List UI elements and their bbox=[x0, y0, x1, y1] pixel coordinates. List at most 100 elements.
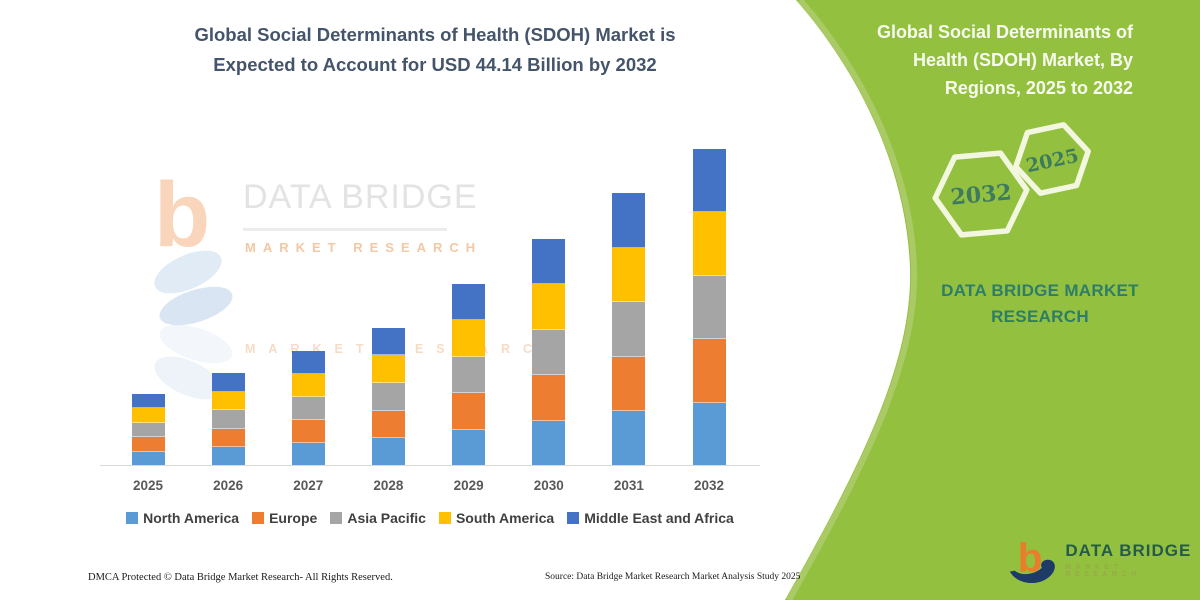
legend-label: Europe bbox=[269, 510, 318, 526]
segment-asia-pacific bbox=[692, 275, 726, 340]
hexagon-2025-label: 2025 bbox=[1024, 145, 1080, 178]
watermark-subtitle-text: MARKET RESEARCH bbox=[245, 240, 483, 255]
x-label-2029: 2029 bbox=[453, 478, 484, 493]
legend-item: Middle East and Africa bbox=[567, 510, 734, 526]
segment-south-america bbox=[612, 247, 646, 303]
segment-asia-pacific bbox=[371, 383, 405, 411]
segment-north-america bbox=[532, 420, 566, 465]
logo-title: DATA BRIDGE bbox=[1065, 540, 1192, 560]
legend-item: North America bbox=[126, 510, 239, 526]
hexagon-2032-icon bbox=[932, 150, 1030, 238]
segment-middle-east-and-africa bbox=[532, 238, 566, 285]
segment-europe bbox=[612, 356, 646, 412]
logo-text-block: DATA BRIDGE MARKET RESEARCH bbox=[1065, 541, 1200, 578]
bar-2032 bbox=[692, 149, 726, 465]
segment-south-america bbox=[371, 355, 405, 384]
segment-asia-pacific bbox=[532, 329, 566, 376]
legend-label: Asia Pacific bbox=[347, 510, 426, 526]
bar-2028 bbox=[371, 327, 405, 465]
segment-europe bbox=[452, 393, 486, 430]
segment-north-america bbox=[371, 438, 405, 465]
segment-north-america bbox=[692, 402, 726, 465]
segment-middle-east-and-africa bbox=[452, 283, 486, 321]
segment-north-america bbox=[131, 451, 165, 465]
watermark-brand-text: DATA BRIDGE bbox=[243, 178, 478, 216]
segment-south-america bbox=[692, 212, 726, 276]
hexagon-2032-label: 2032 bbox=[949, 179, 1012, 210]
segment-middle-east-and-africa bbox=[692, 149, 726, 213]
segment-europe bbox=[692, 339, 726, 403]
legend-item: Europe bbox=[252, 510, 317, 526]
segment-south-america bbox=[291, 373, 325, 397]
green-panel-edge-highlight bbox=[786, 0, 918, 600]
panel-title-line3: Regions, 2025 to 2032 bbox=[944, 78, 1133, 98]
x-label-2030: 2030 bbox=[533, 478, 564, 493]
legend-item: South America bbox=[438, 510, 555, 526]
source-text: Source: Data Bridge Market Research Mark… bbox=[545, 572, 801, 582]
segment-south-america bbox=[452, 320, 486, 357]
x-axis-labels: 2025 2026 2027 2028 2029 2030 2031 2032 bbox=[100, 478, 760, 498]
chart-title-line2: Expected to Account for USD 44.14 Billio… bbox=[213, 54, 657, 75]
legend-swatch-icon bbox=[252, 512, 265, 524]
bar-2031 bbox=[612, 193, 646, 465]
segment-europe bbox=[291, 419, 325, 443]
x-label-2032: 2032 bbox=[694, 478, 725, 493]
legend-swatch-icon bbox=[330, 512, 343, 524]
panel-title-line1: Global Social Determinants of bbox=[876, 22, 1133, 42]
segment-europe bbox=[131, 437, 165, 452]
segment-asia-pacific bbox=[612, 302, 646, 357]
legend-swatch-icon bbox=[567, 512, 580, 524]
segment-north-america bbox=[211, 447, 245, 465]
segment-middle-east-and-africa bbox=[291, 350, 325, 374]
x-label-2026: 2026 bbox=[213, 478, 244, 493]
segment-europe bbox=[211, 428, 245, 448]
segment-south-america bbox=[131, 408, 165, 423]
x-label-2031: 2031 bbox=[613, 478, 644, 493]
segment-north-america bbox=[612, 411, 646, 465]
hexagon-2025-icon bbox=[1013, 122, 1091, 196]
segment-europe bbox=[371, 410, 405, 439]
panel-brand-line1: DATA BRIDGE MARKET bbox=[941, 281, 1139, 300]
bars-container bbox=[100, 140, 760, 465]
segment-south-america bbox=[211, 391, 245, 411]
dmca-copyright-text: DMCA Protected © Data Bridge Market Rese… bbox=[88, 572, 393, 583]
data-bridge-logo-mark-icon: b bbox=[1009, 535, 1055, 584]
watermark-underline bbox=[243, 228, 447, 231]
legend-swatch-icon bbox=[438, 512, 451, 524]
bar-2029 bbox=[452, 283, 486, 465]
chart-title-line1: Global Social Determinants of Health (SD… bbox=[194, 24, 676, 45]
stacked-bar-chart bbox=[100, 140, 760, 466]
legend-label: North America bbox=[143, 510, 240, 526]
segment-north-america bbox=[452, 429, 486, 465]
segment-middle-east-and-africa bbox=[211, 373, 245, 392]
segment-europe bbox=[532, 375, 566, 421]
chart-legend: North America Europe Asia Pacific South Ame… bbox=[96, 510, 764, 526]
segment-asia-pacific bbox=[452, 356, 486, 394]
segment-asia-pacific bbox=[211, 410, 245, 429]
segment-middle-east-and-africa bbox=[131, 393, 165, 409]
legend-label: Middle East and Africa bbox=[584, 510, 734, 526]
x-label-2028: 2028 bbox=[373, 478, 404, 493]
legend-swatch-icon bbox=[126, 512, 139, 524]
data-bridge-logo: b DATA BRIDGE MARKET RESEARCH bbox=[1005, 532, 1200, 586]
segment-asia-pacific bbox=[131, 422, 165, 438]
segment-north-america bbox=[291, 442, 325, 465]
svg-text:b: b bbox=[154, 164, 210, 266]
segment-middle-east-and-africa bbox=[371, 327, 405, 356]
panel-brand-line2: RESEARCH bbox=[991, 307, 1089, 326]
bar-2027 bbox=[291, 350, 325, 465]
chart-title: Global Social Determinants of Health (SD… bbox=[110, 20, 760, 80]
legend-label: South America bbox=[455, 510, 555, 526]
hexagon-year-badges: 2032 2025 bbox=[932, 122, 1091, 238]
x-label-2027: 2027 bbox=[293, 478, 324, 493]
segment-south-america bbox=[532, 284, 566, 330]
panel-title: Global Social Determinants of Health (SD… bbox=[823, 18, 1133, 102]
logo-subtitle: MARKET RESEARCH bbox=[1065, 563, 1141, 578]
panel-title-line2: Health (SDOH) Market, By bbox=[912, 50, 1133, 70]
x-label-2025: 2025 bbox=[132, 478, 164, 493]
segment-asia-pacific bbox=[291, 396, 325, 420]
panel-brand-text: DATA BRIDGE MARKET RESEARCH bbox=[930, 278, 1150, 330]
bar-2025 bbox=[131, 393, 165, 465]
data-bridge-watermark-logo-icon: b bbox=[154, 164, 233, 400]
